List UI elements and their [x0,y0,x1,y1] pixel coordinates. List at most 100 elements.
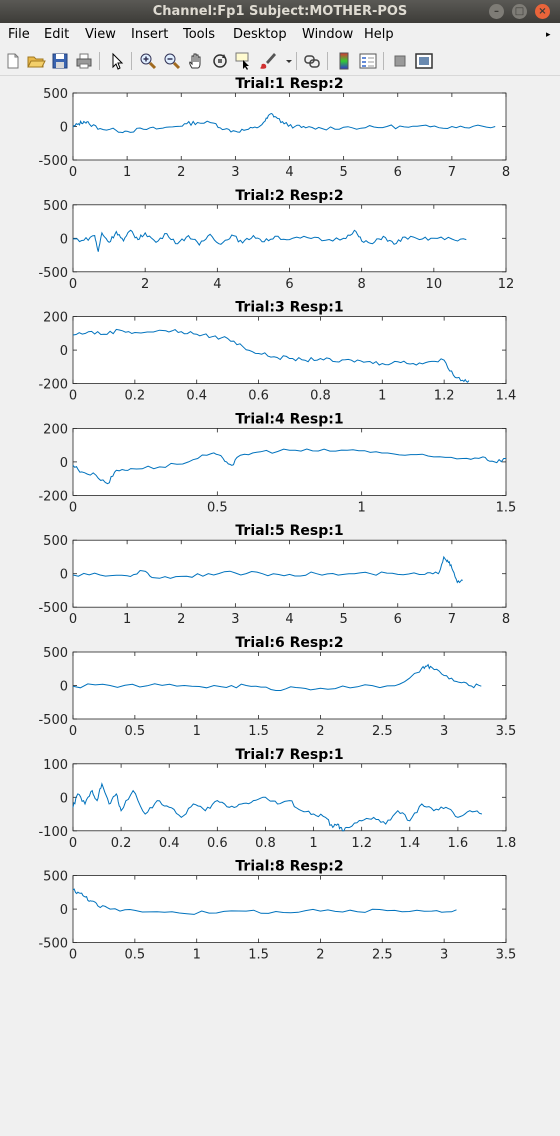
x-tick-label: 0.8 [310,389,331,404]
axes-box[interactable] [72,539,507,608]
toolbar-separator [383,52,384,70]
eeg-signal-line [72,448,506,485]
brush-icon[interactable] [258,51,278,71]
subplot-title: Trial:6 Resp:2 [235,635,343,651]
menu-view[interactable]: View [85,27,116,42]
link-plot-icon[interactable] [302,51,322,71]
legend-icon[interactable] [358,51,378,71]
x-tick-label: 0 [69,724,77,739]
show-plot-tools-icon[interactable] [414,51,434,71]
y-tick-label: 200 [43,311,68,326]
axes-box[interactable] [72,763,507,832]
x-tick-label: 3.5 [496,724,517,739]
y-tick-label: 500 [43,870,68,885]
axes-box[interactable] [72,92,507,161]
zoom-in-icon[interactable] [138,51,158,71]
x-tick-label: 8 [502,612,510,627]
subplot-title: Trial:2 Resp:2 [235,188,343,204]
brush-dropdown-arrow-icon[interactable] [279,51,292,71]
axes-box[interactable] [72,204,507,273]
x-tick-label: 8 [502,165,510,180]
y-tick-label: -500 [38,154,68,169]
y-tick-label: 500 [43,534,68,549]
eeg-signal-line [72,555,463,584]
x-tick-label: 7 [448,165,456,180]
axes-box[interactable] [72,427,507,496]
axes-box[interactable] [72,651,507,720]
toolbar-separator [131,52,132,70]
x-tick-label: 0 [69,612,77,627]
eeg-signal-line [72,888,457,915]
new-figure-icon[interactable] [3,51,23,71]
y-tick-label: -500 [38,601,68,616]
open-file-icon[interactable] [26,51,46,71]
x-tick-label: 6 [285,277,293,292]
window-titlebar: Channel:Fp1 Subject:MOTHER-POS – □ × [0,0,560,23]
x-tick-label: 0.8 [255,836,276,851]
y-tick-label: 0 [60,791,68,806]
figure-toolbar [0,47,560,76]
subplot-title: Trial:8 Resp:2 [235,859,343,875]
eeg-signal-line [72,328,470,383]
subplot-title: Trial:3 Resp:1 [235,300,343,316]
subplot-3[interactable]: Trial:3 Resp:10 0.2 0.4 0.6 0.8 1 1.2 1.42000-2… [38,300,516,404]
subplot-7[interactable]: Trial:7 Resp:1 0 0.2 0.4 0.6 0.8 1 1.2 1.4 1.6 1.8… [38,747,516,851]
pan-hand-icon[interactable] [186,51,206,71]
data-cursor-icon[interactable] [234,51,254,71]
toolbar-separator [99,52,100,70]
axes-box[interactable] [72,875,507,943]
menu-desktop[interactable]: Desktop [233,27,287,42]
subplot-title: Trial:5 Resp:1 [235,523,343,539]
menu-edit[interactable]: Edit [44,27,70,42]
x-tick-label: 0.4 [159,836,180,851]
y-tick-label: 500 [43,646,68,661]
eeg-signal-line [72,663,482,691]
y-tick-label: 0 [60,121,68,136]
toolbar-separator [296,52,297,70]
x-tick-label: 4 [285,165,293,180]
y-tick-label: -200 [38,378,68,393]
menu-help[interactable]: Help [364,27,394,42]
x-tick-label: 2.5 [372,948,393,963]
x-tick-label: 1.6 [448,836,469,851]
subplot-title: Trial:1 Resp:2 [235,76,343,92]
x-tick-label: 0.2 [125,389,146,404]
maximize-icon[interactable]: □ [512,4,527,19]
x-tick-label: 1 [309,836,317,851]
window-title: Channel:Fp1 Subject:MOTHER-POS [152,4,408,19]
close-icon[interactable]: × [535,4,550,19]
y-tick-label: 0 [60,680,68,695]
x-tick-label: 2 [316,948,324,963]
zoom-out-icon[interactable] [162,51,182,71]
menu-tools[interactable]: Tools [183,27,216,42]
x-tick-label: 3.5 [496,948,517,963]
hide-plot-tools-icon[interactable] [390,51,410,71]
colorbar-icon[interactable] [334,51,354,71]
axes-box[interactable] [72,316,507,385]
menu-file[interactable]: File [8,27,30,42]
rotate-3d-icon[interactable] [210,51,230,71]
menu-insert[interactable]: Insert [131,27,169,42]
x-tick-label: 0 [69,389,77,404]
x-tick-label: 3 [231,612,239,627]
print-icon[interactable] [74,51,94,71]
minimize-icon[interactable]: – [489,4,504,19]
menu-window[interactable]: Window [302,27,354,42]
y-tick-label: 200 [43,422,68,437]
y-tick-label: -500 [38,266,68,281]
x-tick-label: 3 [231,165,239,180]
save-icon[interactable] [50,51,70,71]
menu-overflow-arrow-icon[interactable]: ▸ [546,30,551,40]
subplot-title: Trial:4 Resp:1 [235,411,343,427]
x-tick-label: 2 [177,612,185,627]
y-tick-label: 500 [43,199,68,214]
toolbar-separator [327,52,328,70]
pointer-icon[interactable] [106,51,126,71]
